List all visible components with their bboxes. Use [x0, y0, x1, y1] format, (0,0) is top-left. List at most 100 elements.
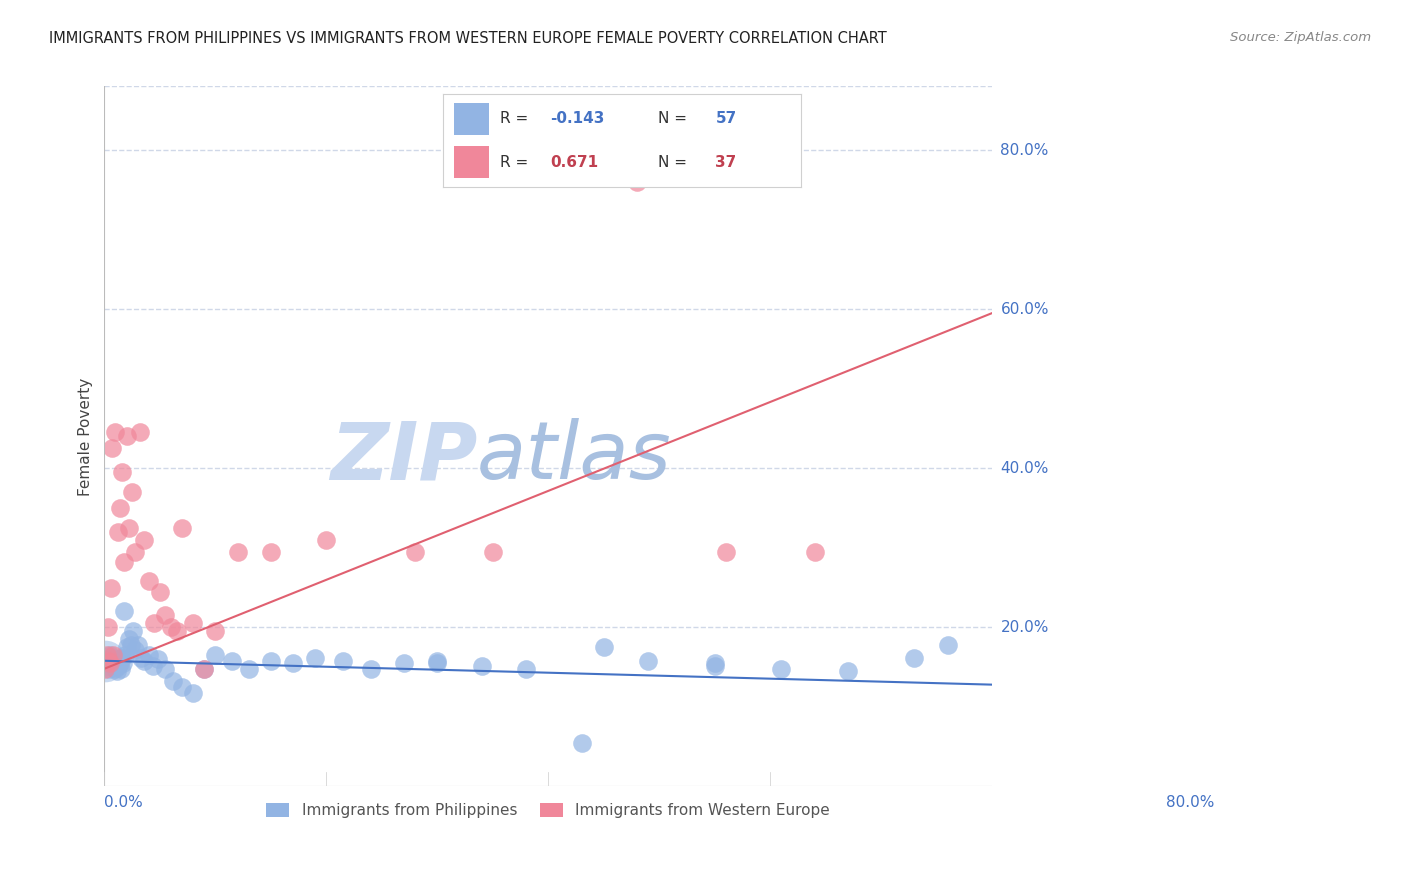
Text: N =: N =: [658, 112, 692, 127]
Text: 0.0%: 0.0%: [104, 795, 143, 810]
Y-axis label: Female Poverty: Female Poverty: [79, 377, 93, 496]
Point: [260, 654, 283, 668]
Point: [138, 574, 160, 589]
Text: R =: R =: [501, 154, 533, 169]
Point: [304, 650, 326, 665]
Point: [703, 656, 725, 670]
Point: [703, 658, 725, 673]
Point: [143, 616, 166, 631]
Point: [281, 656, 304, 670]
Point: [121, 485, 143, 500]
Text: 40.0%: 40.0%: [1001, 461, 1049, 475]
Point: [149, 584, 172, 599]
Point: [118, 521, 141, 535]
Point: [181, 685, 204, 699]
Point: [315, 533, 337, 547]
Text: 57: 57: [716, 112, 737, 127]
Point: [260, 545, 283, 559]
Point: [128, 425, 150, 440]
Point: [107, 652, 129, 666]
Point: [637, 654, 659, 668]
Point: [238, 662, 260, 676]
Point: [903, 650, 925, 665]
Point: [112, 604, 135, 618]
Point: [803, 545, 825, 559]
Point: [515, 662, 537, 676]
Point: [193, 662, 215, 676]
Point: [107, 524, 129, 539]
Point: [134, 533, 156, 547]
Text: Source: ZipAtlas.com: Source: ZipAtlas.com: [1230, 31, 1371, 45]
Point: [181, 616, 204, 631]
Point: [129, 650, 152, 665]
Point: [127, 638, 149, 652]
Point: [105, 664, 128, 678]
Point: [103, 656, 125, 670]
Point: [155, 608, 177, 623]
Point: [592, 640, 614, 655]
Point: [837, 664, 859, 678]
Point: [571, 736, 593, 750]
Text: 80.0%: 80.0%: [1001, 143, 1049, 158]
Point: [471, 658, 494, 673]
Point: [101, 442, 124, 456]
Point: [94, 662, 117, 676]
Text: R =: R =: [501, 112, 533, 127]
Point: [103, 648, 125, 663]
Point: [714, 545, 737, 559]
Text: N =: N =: [658, 154, 692, 169]
Point: [111, 650, 134, 665]
Point: [124, 642, 146, 657]
Point: [96, 648, 118, 663]
FancyBboxPatch shape: [454, 146, 489, 178]
Text: -0.143: -0.143: [551, 112, 605, 127]
Point: [134, 654, 156, 668]
Point: [115, 429, 138, 443]
Point: [97, 620, 120, 634]
Text: 80.0%: 80.0%: [1166, 795, 1213, 810]
Point: [114, 648, 136, 663]
Point: [94, 654, 117, 668]
Point: [103, 654, 125, 668]
Point: [146, 652, 169, 666]
Point: [226, 545, 249, 559]
Point: [170, 521, 193, 535]
Point: [138, 648, 160, 663]
Point: [170, 680, 193, 694]
Point: [162, 674, 184, 689]
Point: [204, 648, 226, 663]
Point: [104, 662, 127, 676]
Text: 20.0%: 20.0%: [1001, 620, 1049, 635]
Point: [115, 640, 138, 655]
Point: [936, 638, 959, 652]
Text: ZIP: ZIP: [330, 418, 477, 497]
Point: [204, 624, 226, 639]
Point: [100, 581, 122, 595]
Text: 37: 37: [716, 154, 737, 169]
Text: IMMIGRANTS FROM PHILIPPINES VS IMMIGRANTS FROM WESTERN EUROPE FEMALE POVERTY COR: IMMIGRANTS FROM PHILIPPINES VS IMMIGRANT…: [49, 31, 887, 46]
Point: [100, 654, 122, 668]
Point: [142, 658, 165, 673]
Point: [107, 658, 129, 673]
Point: [193, 662, 215, 676]
Point: [160, 620, 183, 634]
Point: [124, 545, 146, 559]
Point: [101, 650, 124, 665]
Point: [481, 545, 503, 559]
Point: [770, 662, 793, 676]
FancyBboxPatch shape: [454, 103, 489, 135]
Point: [155, 662, 177, 676]
Point: [120, 638, 142, 652]
Point: [97, 654, 120, 668]
Point: [626, 175, 648, 189]
Point: [426, 654, 449, 668]
Point: [94, 656, 117, 670]
Point: [108, 501, 131, 516]
Point: [108, 656, 131, 670]
Point: [97, 658, 120, 673]
Point: [112, 555, 135, 569]
Point: [97, 662, 120, 676]
Point: [96, 652, 118, 666]
Point: [221, 654, 243, 668]
Point: [98, 656, 121, 670]
